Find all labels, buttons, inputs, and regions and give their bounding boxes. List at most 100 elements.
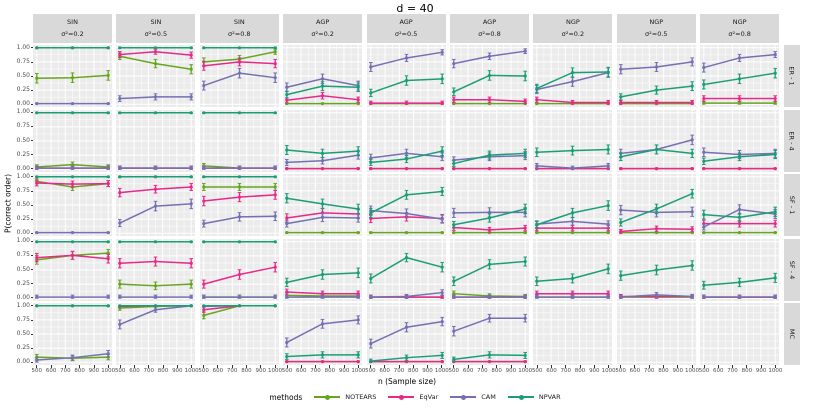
facet-panel xyxy=(366,174,446,236)
y-tick-label: 0.75 xyxy=(16,251,30,259)
series-CAM xyxy=(368,49,444,72)
series-NPVAR xyxy=(535,143,611,157)
chart-title: d = 40 xyxy=(396,2,434,15)
y-tick-label: 0.50 xyxy=(16,265,30,273)
x-tick-mark xyxy=(398,365,400,368)
series-EqVar xyxy=(702,95,778,102)
series-NPVAR xyxy=(702,272,778,290)
y-tick-mark xyxy=(30,269,33,270)
facet-row-label: ER - 4 xyxy=(788,130,796,151)
x-tick-label: 800 xyxy=(74,367,85,374)
series-NOTEARS xyxy=(535,231,611,235)
facet-group-label: AGP xyxy=(316,18,330,27)
series-NOTEARS xyxy=(201,182,277,191)
series-NPVAR xyxy=(535,263,611,286)
x-tick-mark xyxy=(79,365,81,368)
facet-panel xyxy=(283,45,363,107)
x-tick-label: 600 xyxy=(129,367,140,374)
x-tick-label: 700 xyxy=(226,367,238,374)
series-CAM xyxy=(702,294,778,299)
legend-point xyxy=(518,394,524,400)
y-tick-label: 0.75 xyxy=(16,57,30,65)
x-tick-mark xyxy=(703,365,705,368)
series-NPVAR xyxy=(34,46,110,50)
x-tick-mark xyxy=(358,365,359,368)
facet-panel xyxy=(700,45,780,107)
series-EqVar xyxy=(368,100,444,105)
x-tick-label: 600 xyxy=(379,367,390,374)
y-tick-label: 0.00 xyxy=(16,293,30,301)
series-EqVar xyxy=(118,182,194,198)
legend-title: methods xyxy=(269,392,303,402)
series-NPVAR xyxy=(451,148,527,167)
series-EqVar xyxy=(118,256,194,268)
y-tick-mark xyxy=(30,361,33,363)
y-tick-mark xyxy=(30,204,33,206)
series-CAM xyxy=(34,349,110,363)
series-NPVAR xyxy=(285,267,361,287)
series-CAM xyxy=(118,93,194,102)
facet-group-label: AGP xyxy=(399,18,413,27)
y-tick-mark xyxy=(30,176,33,178)
legend-label: NPVAR xyxy=(538,393,561,401)
x-tick-label: 1000 xyxy=(434,367,449,374)
series-NPVAR xyxy=(201,175,277,179)
facet-row-label: MC xyxy=(788,328,796,340)
x-tick-label: 500 xyxy=(531,367,543,374)
x-tick-mark xyxy=(370,365,371,368)
series-EqVar xyxy=(451,360,527,364)
facet-panel xyxy=(33,303,112,365)
x-tick-label: 700 xyxy=(310,367,321,374)
x-tick-mark xyxy=(536,365,538,368)
series-NPVAR xyxy=(535,200,611,229)
x-tick-mark xyxy=(315,365,316,368)
series-EqVar xyxy=(368,166,444,170)
series-CAM xyxy=(34,231,110,235)
y-tick-mark xyxy=(30,140,33,141)
x-tick-label: 1000 xyxy=(184,367,199,374)
series-NPVAR xyxy=(118,110,194,114)
y-tick-label: 0.25 xyxy=(16,279,30,287)
facet-group-label: SIN xyxy=(150,18,162,27)
y-tick-mark xyxy=(30,154,33,155)
series-EqVar xyxy=(535,290,611,297)
x-tick-label: 700 xyxy=(393,367,405,374)
series-NPVAR xyxy=(285,144,361,158)
series-NPVAR xyxy=(285,351,361,360)
y-tick-mark xyxy=(30,47,33,49)
y-tick-mark xyxy=(30,89,33,91)
series-CAM xyxy=(34,294,110,299)
series-NPVAR xyxy=(118,239,194,243)
y-tick-mark xyxy=(30,232,33,234)
y-tick-label: 0.75 xyxy=(16,315,30,323)
x-tick-label: 1000 xyxy=(685,367,699,374)
x-tick-mark xyxy=(663,365,664,368)
y-tick-mark xyxy=(30,305,33,307)
series-EqVar xyxy=(34,250,110,264)
facet-panel xyxy=(700,109,780,172)
y-tick-mark xyxy=(30,333,33,335)
facet-panel xyxy=(33,238,112,301)
series-NOTEARS xyxy=(34,70,110,84)
series-NPVAR xyxy=(34,304,110,308)
x-tick-mark xyxy=(300,365,302,368)
x-tick-label: 500 xyxy=(365,367,376,374)
legend-item-NPVAR: NPVAR xyxy=(507,392,561,402)
series-CAM xyxy=(451,294,527,299)
x-tick-mark xyxy=(274,365,276,368)
series-NPVAR xyxy=(368,186,444,218)
x-tick-mark xyxy=(203,365,204,368)
facet-group-label: NGP xyxy=(649,18,664,27)
facet-row-strip: ER - 1 xyxy=(784,45,800,107)
x-tick-label: 700 xyxy=(560,367,572,374)
legend-key-line-icon xyxy=(450,392,477,402)
legend-key-line-icon xyxy=(507,392,534,402)
y-tick-label: 0.50 xyxy=(16,201,30,208)
y-tick-mark xyxy=(30,240,33,242)
x-tick-label: 500 xyxy=(198,367,209,374)
facet-panel xyxy=(616,174,696,236)
series-EqVar xyxy=(118,48,194,59)
legend-key-line-icon xyxy=(314,392,341,402)
facet-panel xyxy=(116,238,196,301)
series-NPVAR xyxy=(618,81,694,101)
